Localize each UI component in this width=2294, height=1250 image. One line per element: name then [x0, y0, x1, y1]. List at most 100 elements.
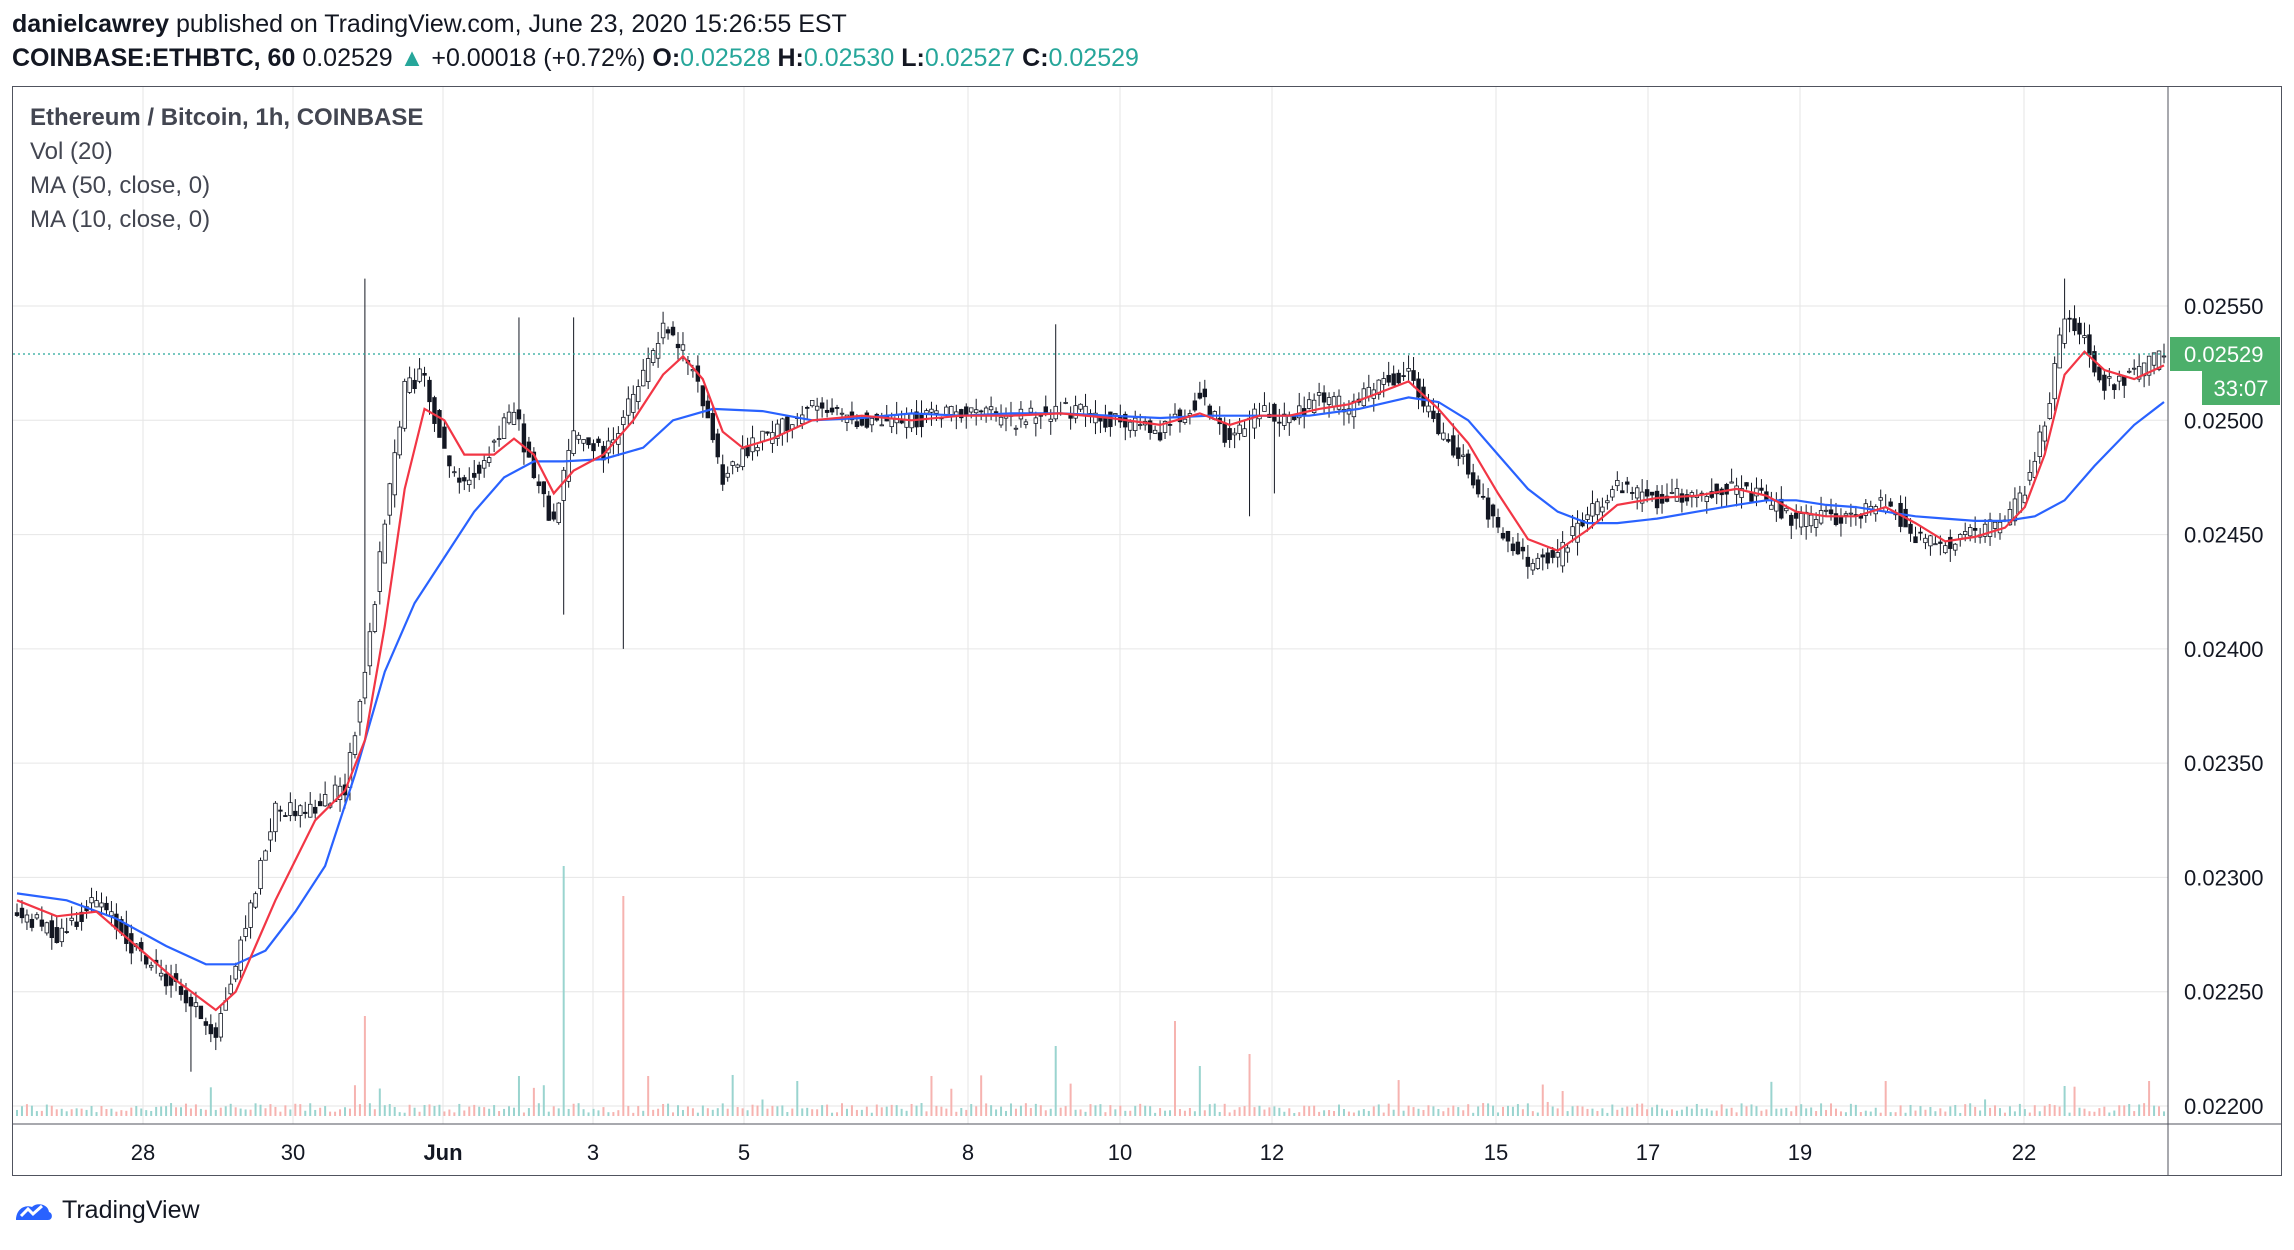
volume-bar	[741, 1108, 744, 1116]
volume-bar	[836, 1112, 839, 1116]
volume-bar	[95, 1112, 98, 1116]
volume-bar	[1313, 1105, 1316, 1116]
volume-bar	[433, 1105, 436, 1116]
volume-bar	[652, 1109, 655, 1116]
volume-bar	[522, 1112, 525, 1116]
candle-body	[183, 990, 189, 1004]
candle-body	[1381, 378, 1386, 385]
legend-ma50[interactable]: MA (50, close, 0)	[30, 172, 211, 199]
x-axis-tick-label: Jun	[423, 1140, 462, 1165]
candle-body	[775, 423, 780, 439]
candle-body	[1520, 546, 1526, 552]
volume-bar	[2038, 1111, 2041, 1116]
volume-bar	[1989, 1107, 1992, 1116]
volume-bar	[428, 1104, 431, 1116]
candle-body	[89, 897, 94, 904]
candle-body	[805, 406, 810, 409]
candle-body	[491, 440, 497, 443]
volume-bar	[662, 1104, 665, 1116]
volume-bar	[1770, 1081, 1773, 1116]
volume-bar	[915, 1105, 918, 1116]
candle-body	[1436, 413, 1441, 435]
candle-body	[1401, 375, 1406, 377]
publish-info: danielcawrey published on TradingView.co…	[12, 10, 847, 39]
author-name[interactable]: danielcawrey	[12, 10, 170, 38]
candle-body	[59, 927, 64, 943]
volume-bar	[1531, 1111, 1534, 1116]
candle-body	[49, 920, 54, 939]
volume-bar	[1273, 1106, 1276, 1116]
volume-bar	[1308, 1106, 1311, 1116]
volume-bar	[1606, 1112, 1609, 1116]
volume-bar	[1651, 1107, 1654, 1116]
candle-body	[193, 1002, 199, 1007]
candle-body	[879, 424, 884, 427]
candle-body	[1739, 488, 1744, 498]
candle-body	[362, 671, 368, 699]
legend-volume[interactable]: Vol (20)	[30, 138, 113, 165]
volume-bar	[120, 1110, 123, 1116]
legend-ma10[interactable]: MA (10, close, 0)	[30, 206, 211, 233]
volume-bar	[2083, 1108, 2086, 1116]
candle-body	[859, 418, 865, 426]
volume-bar	[1134, 1105, 1137, 1116]
tradingview-footer[interactable]: TradingView	[12, 1196, 200, 1225]
candle-body	[1306, 399, 1312, 409]
candle-body	[1451, 435, 1456, 456]
candle-body	[2012, 498, 2018, 522]
candle-body	[1182, 418, 1188, 423]
volume-bar	[383, 1105, 386, 1116]
volume-bar	[1879, 1112, 1882, 1116]
volume-bar	[512, 1107, 515, 1116]
volume-bar	[2123, 1105, 2126, 1116]
candle-body	[1644, 489, 1650, 497]
volume-bar	[150, 1110, 153, 1116]
volume-bar	[1566, 1111, 1569, 1116]
volume-bar	[2128, 1104, 2131, 1116]
candle-body	[755, 447, 760, 452]
candle-body	[1769, 504, 1774, 510]
volume-bar	[165, 1106, 168, 1116]
candle-body	[163, 973, 169, 987]
candle-body	[1232, 432, 1237, 436]
volume-bar	[1019, 1105, 1022, 1116]
volume-bar	[2008, 1106, 2011, 1116]
candle-body	[899, 420, 904, 424]
volume-bar	[1427, 1105, 1430, 1116]
volume-bar	[1352, 1112, 1355, 1116]
chart-frame[interactable]	[12, 86, 2282, 1176]
volume-bar	[85, 1109, 88, 1116]
candle-body	[1933, 543, 1938, 546]
candle-body	[1813, 519, 1819, 528]
volume-bar	[1064, 1106, 1067, 1116]
candle-body	[1843, 513, 1849, 516]
volume-bar	[2158, 1106, 2161, 1116]
volume-bar	[806, 1107, 809, 1116]
volume-bar	[1869, 1111, 1872, 1116]
volume-bar	[1094, 1105, 1097, 1116]
volume-bar	[930, 1076, 933, 1116]
candle-body	[1331, 396, 1337, 408]
volume-bar	[1164, 1110, 1167, 1116]
volume-bar	[1477, 1106, 1480, 1116]
volume-bar	[821, 1105, 824, 1116]
candle-body	[109, 911, 114, 917]
candle-body	[273, 802, 278, 833]
volume-bar	[1820, 1103, 1823, 1116]
volume-bar	[1492, 1105, 1495, 1116]
volume-bar	[681, 1109, 684, 1116]
volume-bar	[368, 1103, 371, 1116]
x-axis-tick-label: 28	[131, 1140, 155, 1165]
volume-bar	[75, 1108, 78, 1116]
x-axis-tick-label: 8	[962, 1140, 974, 1165]
volume-bar	[1800, 1104, 1803, 1116]
volume-bar	[1253, 1107, 1256, 1116]
volume-bar	[2098, 1108, 2101, 1116]
candle-body	[1525, 556, 1531, 567]
volume-bar	[1069, 1083, 1072, 1116]
candle-body	[715, 433, 720, 458]
volume-bar	[1084, 1111, 1087, 1116]
volume-bar	[1014, 1108, 1017, 1116]
candle-body	[949, 406, 954, 415]
